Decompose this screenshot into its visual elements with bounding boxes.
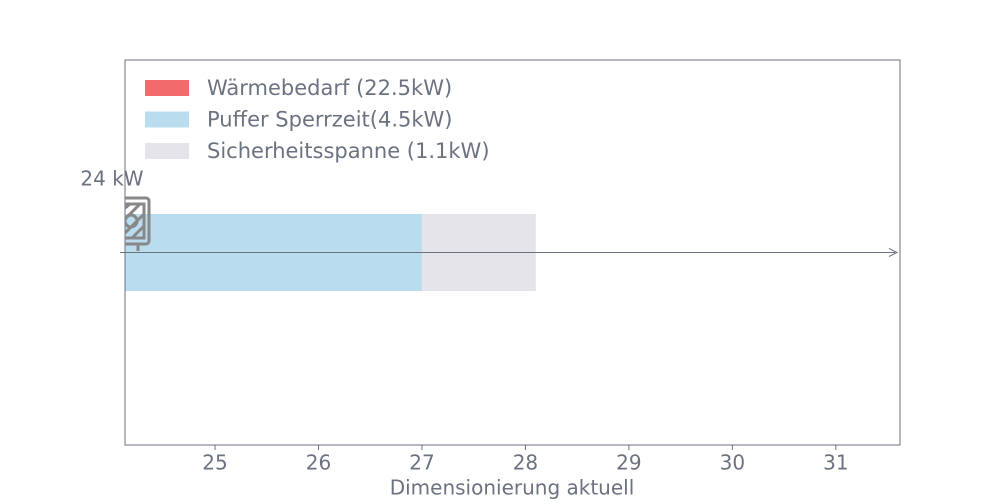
x-tick-label: 25 [202, 451, 227, 475]
legend-swatch [145, 143, 189, 159]
heater-icon [125, 196, 151, 251]
x-tick-label: 27 [409, 451, 434, 475]
x-tick-label: 29 [616, 451, 641, 475]
axis-arrow-head [888, 248, 899, 257]
x-tick-label: 28 [513, 451, 538, 475]
annotation: 24 kW [80, 167, 143, 191]
legend-label: Sicherheitsspanne (1.1kW) [207, 139, 490, 163]
x-tick-label: 31 [823, 451, 848, 475]
x-axis-label: Dimensionierung aktuell [390, 476, 635, 500]
x-tick-label: 26 [306, 451, 331, 475]
legend-swatch [145, 111, 189, 128]
legend-label: Puffer Sperrzeit(4.5kW) [207, 108, 453, 132]
legend-swatch [145, 80, 189, 96]
x-tick-label: 30 [720, 451, 745, 475]
legend-label: Wärmebedarf (22.5kW) [207, 76, 452, 100]
